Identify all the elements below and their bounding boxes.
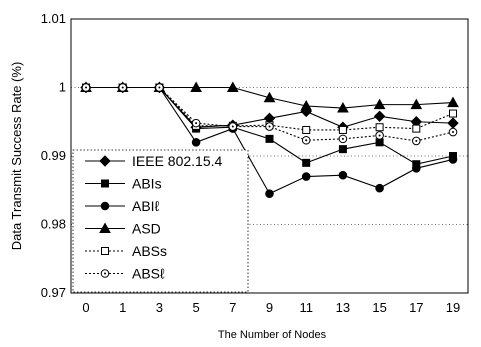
series-0-point-10 [447, 117, 459, 129]
legend-box [72, 149, 249, 293]
series-3-point-5 [263, 91, 276, 103]
series-1-point-7 [338, 145, 347, 154]
x-tick-label-9: 17 [409, 300, 423, 315]
legend-marker-4 [101, 247, 109, 255]
legend-label-5: ABSℓ [132, 266, 165, 282]
legend-label-4: ABSs [132, 243, 167, 259]
series-5-point-2-dot [158, 86, 161, 89]
x-tick-label-7: 13 [336, 300, 350, 315]
x-tick-label-3: 5 [192, 300, 199, 315]
legend-marker-2 [100, 201, 110, 211]
series-5-point-1-dot [121, 86, 124, 89]
series-2-point-8 [375, 183, 384, 193]
series-1-point-5 [265, 134, 274, 143]
series-5-point-10-dot [452, 131, 454, 134]
series-3-point-9 [410, 98, 423, 110]
series-4-point-10 [449, 109, 457, 118]
series-4-point-6 [302, 125, 311, 134]
legend-marker-5-dot [104, 272, 106, 275]
x-tick-label-0: 0 [82, 300, 89, 315]
y-tick-label-0: 0.97 [41, 285, 66, 300]
series-2-point-5 [265, 189, 274, 198]
series-2-point-3 [191, 138, 201, 147]
series-3-point-7 [337, 102, 349, 113]
series-3-point-6 [300, 99, 313, 111]
legend: IEEE 802.15.4 ABIs ABIℓ ASD ABSs ABSℓ [72, 149, 249, 293]
legend-label-3: ASD [132, 221, 161, 237]
series-3-point-10 [447, 96, 459, 108]
series-5-point-4-dot [231, 125, 234, 128]
series-5-point-3-dot [195, 122, 198, 125]
series-5-point-5-dot [268, 125, 271, 128]
series-4-point-9 [412, 124, 421, 133]
legend-marker-0 [99, 155, 111, 167]
series-3 [80, 81, 459, 113]
y-axis-ticks: 0.97 0.98 0.99 1 1.01 [41, 11, 66, 300]
series-2-point-9 [412, 164, 421, 173]
series-2-point-10 [448, 155, 458, 164]
x-axis-ticks: 0 1 3 5 7 9 11 13 15 17 19 [82, 300, 460, 315]
series-5-point-7-dot [341, 137, 344, 140]
series-5-point-8-dot [378, 134, 381, 137]
x-axis-label: The Number of Nodes [218, 329, 327, 341]
x-tick-label-4: 7 [229, 300, 236, 315]
x-tick-label-6: 11 [299, 300, 313, 315]
x-tick-label-1: 1 [119, 300, 126, 315]
legend-item-5: ABSℓ [85, 266, 165, 282]
series-5-point-0-dot [85, 86, 87, 89]
y-tick-label-2: 0.99 [41, 148, 66, 163]
legend-item-4: ABSs [85, 243, 167, 259]
series-3-point-4 [226, 81, 239, 92]
legend-marker-3 [99, 222, 111, 233]
series-0-point-8 [373, 110, 386, 122]
x-tick-label-10: 19 [446, 300, 460, 315]
series-3-point-8 [373, 98, 386, 110]
x-tick-label-5: 9 [266, 300, 273, 315]
series-2-point-7 [338, 170, 348, 180]
legend-item-1: ABIs [85, 176, 162, 192]
series-1-point-8 [375, 138, 384, 147]
series-5 [81, 83, 458, 146]
series-group [80, 81, 459, 198]
y-tick-label-3: 1 [59, 80, 66, 95]
legend-item-2: ABIℓ [85, 198, 160, 214]
series-1-point-6 [302, 158, 311, 167]
x-tick-label-8: 15 [372, 300, 386, 315]
legend-label-1: ABIs [132, 176, 162, 192]
plot-area [70, 18, 469, 294]
series-2-point-6 [301, 172, 311, 181]
series-3-point-3 [190, 81, 202, 92]
series-5-point-9-dot [415, 139, 418, 142]
series-line-5 [86, 86, 454, 142]
series-4-point-7 [338, 125, 347, 134]
legend-item-0: IEEE 802.15.4 [85, 153, 223, 169]
legend-item-3: ASD [85, 221, 161, 237]
x-tick-label-2: 3 [156, 300, 163, 315]
y-axis-label: Data Transmit Success Rate (%) [9, 62, 24, 251]
legend-label-2: ABIℓ [132, 198, 160, 214]
series-5-point-6-dot [305, 139, 308, 142]
y-tick-label-1: 0.98 [41, 217, 66, 232]
y-tick-label-4: 1.01 [41, 11, 66, 26]
legend-marker-1 [101, 179, 109, 188]
series-4-point-8 [375, 123, 384, 132]
legend-label-0: IEEE 802.15.4 [132, 153, 223, 169]
